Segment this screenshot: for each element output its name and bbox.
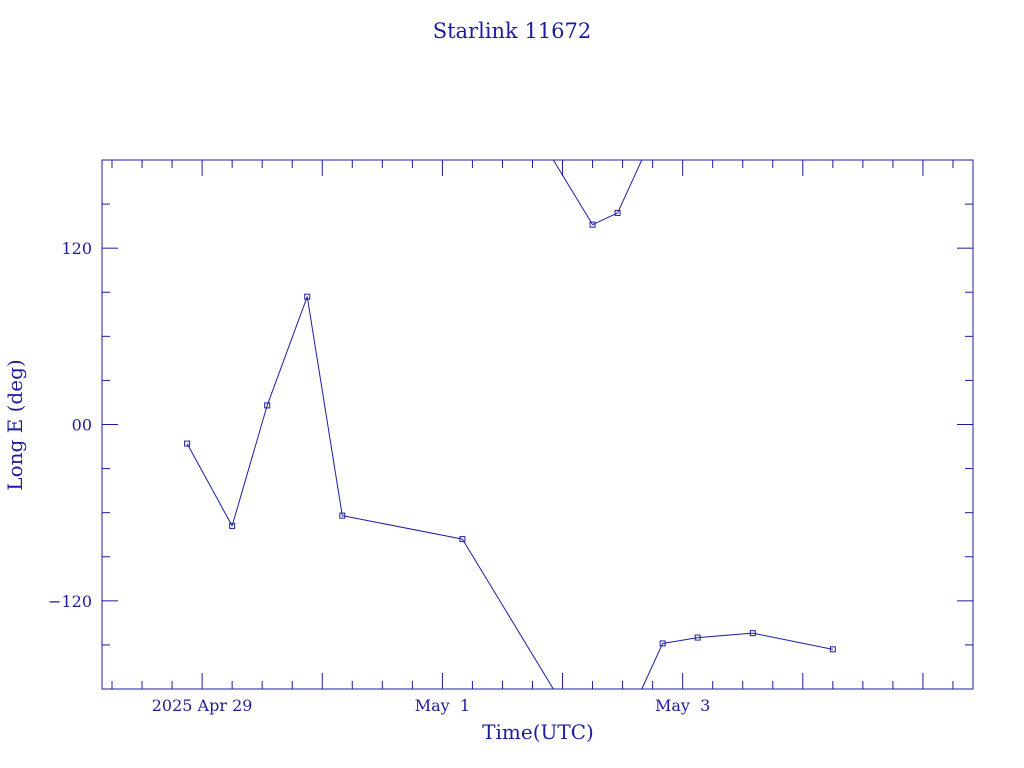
y-axis-label: Long E (deg) (3, 359, 27, 490)
series-segment (752, 632, 833, 650)
data-point-marker (184, 440, 191, 447)
data-point-marker (304, 293, 311, 300)
data-point-marker (339, 512, 346, 519)
series-segment (592, 212, 618, 226)
data-point-marker (614, 209, 621, 216)
data-point-marker (749, 630, 756, 637)
data-point-marker (694, 634, 701, 641)
plot-frame (101, 159, 974, 690)
data-point-marker (589, 221, 596, 228)
series-segment (697, 632, 753, 639)
data-point-marker (459, 536, 466, 543)
y-tick-label: 00 (72, 416, 92, 435)
y-tick-label: 120 (61, 239, 92, 258)
y-tick-labels: 120 00 −120 (48, 239, 92, 611)
data-point-marker (829, 646, 836, 653)
x-tick-labels: 2025 Apr 29 May 1 May 3 (152, 696, 711, 715)
x-axis-label: Time(UTC) (482, 720, 594, 744)
series-segment (617, 159, 643, 214)
data-point-marker (264, 402, 271, 409)
series-segment (306, 296, 343, 516)
series-segment (461, 538, 554, 690)
data-point-marker (229, 522, 236, 529)
x-tick-label: May 3 (655, 696, 710, 715)
series-segment (641, 643, 664, 690)
series-layer (184, 159, 836, 690)
y-tick-label: −120 (48, 592, 92, 611)
x-tick-label: May 1 (415, 696, 470, 715)
series-segment (266, 296, 308, 406)
series-segment (552, 159, 593, 225)
series-segment (186, 443, 233, 527)
series-segment (342, 515, 463, 540)
data-point-marker (659, 640, 666, 647)
series-segment (662, 637, 698, 644)
chart-title: Starlink 11672 (433, 19, 592, 43)
series-segment (231, 405, 268, 527)
x-tick-label: 2025 Apr 29 (152, 696, 253, 715)
axis-ticks (102, 160, 973, 689)
